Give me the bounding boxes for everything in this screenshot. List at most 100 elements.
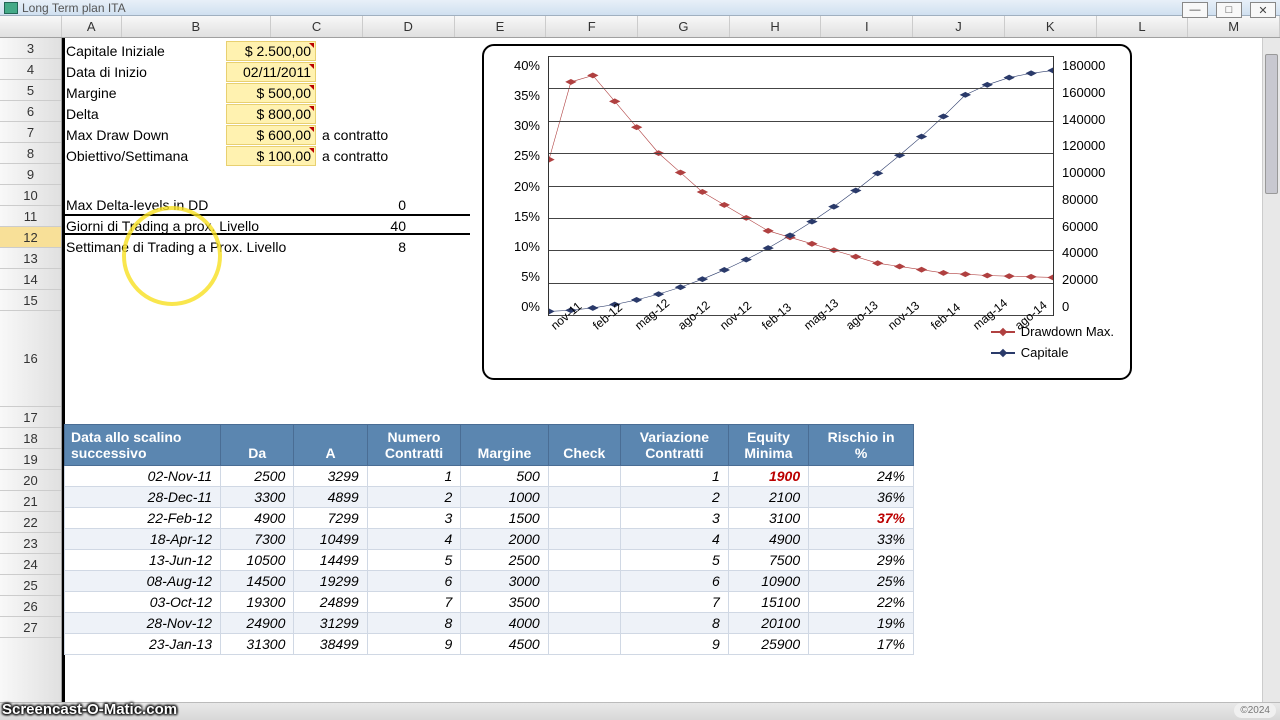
table-header[interactable]: Margine bbox=[461, 425, 548, 466]
table-cell[interactable]: 1000 bbox=[461, 487, 548, 508]
row-header-10[interactable]: 10 bbox=[0, 185, 61, 206]
table-cell[interactable]: 02-Nov-11 bbox=[65, 466, 221, 487]
table-cell[interactable]: 19300 bbox=[221, 592, 294, 613]
column-header-F[interactable]: F bbox=[546, 16, 638, 37]
table-cell[interactable]: 13-Jun-12 bbox=[65, 550, 221, 571]
param-value-cell[interactable]: $ 600,00 bbox=[226, 125, 316, 145]
table-row[interactable]: 02-Nov-112500329915001190024% bbox=[65, 466, 914, 487]
vertical-scrollbar[interactable] bbox=[1262, 38, 1280, 702]
row-header-6[interactable]: 6 bbox=[0, 101, 61, 122]
param-value-cell[interactable]: $ 800,00 bbox=[226, 104, 316, 124]
table-cell[interactable]: 28-Nov-12 bbox=[65, 613, 221, 634]
row-header-25[interactable]: 25 bbox=[0, 575, 61, 596]
row-header-18[interactable]: 18 bbox=[0, 428, 61, 449]
table-cell[interactable]: 2500 bbox=[221, 466, 294, 487]
column-header-J[interactable]: J bbox=[913, 16, 1005, 37]
row-header-3[interactable]: 3 bbox=[0, 38, 61, 59]
table-cell[interactable]: 8 bbox=[367, 613, 461, 634]
row-header-23[interactable]: 23 bbox=[0, 533, 61, 554]
row-header-15[interactable]: 15 bbox=[0, 290, 61, 311]
table-cell[interactable]: 37% bbox=[809, 508, 914, 529]
table-cell[interactable]: 7299 bbox=[294, 508, 367, 529]
table-cell[interactable]: 5 bbox=[620, 550, 728, 571]
table-cell[interactable]: 2 bbox=[367, 487, 461, 508]
calc-value[interactable]: 0 bbox=[376, 197, 406, 213]
table-cell[interactable]: 500 bbox=[461, 466, 548, 487]
table-cell[interactable]: 9 bbox=[620, 634, 728, 655]
table-header[interactable]: EquityMinima bbox=[728, 425, 808, 466]
table-cell[interactable]: 14500 bbox=[221, 571, 294, 592]
column-header-G[interactable]: G bbox=[638, 16, 730, 37]
table-cell[interactable] bbox=[548, 592, 620, 613]
table-cell[interactable]: 10500 bbox=[221, 550, 294, 571]
table-cell[interactable]: 29% bbox=[809, 550, 914, 571]
table-row[interactable]: 13-Jun-121050014499525005750029% bbox=[65, 550, 914, 571]
table-cell[interactable]: 31300 bbox=[221, 634, 294, 655]
table-cell[interactable]: 1 bbox=[620, 466, 728, 487]
column-header-L[interactable]: L bbox=[1097, 16, 1189, 37]
row-header-7[interactable]: 7 bbox=[0, 122, 61, 143]
row-header-17[interactable]: 17 bbox=[0, 407, 61, 428]
data-table[interactable]: Data allo scalinosuccessivoDaANumeroCont… bbox=[64, 424, 914, 655]
column-header-A[interactable]: A bbox=[62, 16, 122, 37]
table-cell[interactable]: 10900 bbox=[728, 571, 808, 592]
column-header-K[interactable]: K bbox=[1005, 16, 1097, 37]
table-row[interactable]: 03-Oct-1219300248997350071510022% bbox=[65, 592, 914, 613]
table-cell[interactable]: 33% bbox=[809, 529, 914, 550]
table-row[interactable]: 22-Feb-1249007299315003310037% bbox=[65, 508, 914, 529]
table-cell[interactable]: 4 bbox=[620, 529, 728, 550]
row-header-9[interactable]: 9 bbox=[0, 164, 61, 185]
table-cell[interactable] bbox=[548, 529, 620, 550]
table-cell[interactable]: 3 bbox=[620, 508, 728, 529]
table-cell[interactable]: 3 bbox=[367, 508, 461, 529]
table-cell[interactable]: 31299 bbox=[294, 613, 367, 634]
table-cell[interactable]: 3300 bbox=[221, 487, 294, 508]
row-header-20[interactable]: 20 bbox=[0, 470, 61, 491]
table-cell[interactable] bbox=[548, 508, 620, 529]
table-cell[interactable]: 4900 bbox=[728, 529, 808, 550]
table-cell[interactable]: 8 bbox=[620, 613, 728, 634]
column-header-H[interactable]: H bbox=[730, 16, 822, 37]
maximize-button[interactable]: □ bbox=[1216, 2, 1242, 18]
table-cell[interactable]: 20100 bbox=[728, 613, 808, 634]
table-cell[interactable]: 10499 bbox=[294, 529, 367, 550]
row-header-5[interactable]: 5 bbox=[0, 80, 61, 101]
table-cell[interactable]: 08-Aug-12 bbox=[65, 571, 221, 592]
table-cell[interactable] bbox=[548, 634, 620, 655]
table-cell[interactable] bbox=[548, 550, 620, 571]
row-header-8[interactable]: 8 bbox=[0, 143, 61, 164]
table-cell[interactable]: 4900 bbox=[221, 508, 294, 529]
table-cell[interactable]: 1 bbox=[367, 466, 461, 487]
table-cell[interactable]: 6 bbox=[620, 571, 728, 592]
table-cell[interactable] bbox=[548, 613, 620, 634]
row-header-24[interactable]: 24 bbox=[0, 554, 61, 575]
table-cell[interactable]: 7 bbox=[620, 592, 728, 613]
table-cell[interactable]: 7 bbox=[367, 592, 461, 613]
table-cell[interactable]: 7300 bbox=[221, 529, 294, 550]
table-cell[interactable]: 17% bbox=[809, 634, 914, 655]
column-header-M[interactable]: M bbox=[1188, 16, 1280, 37]
row-header-16[interactable]: 16 bbox=[0, 311, 61, 407]
param-value-cell[interactable]: $ 500,00 bbox=[226, 83, 316, 103]
table-row[interactable]: 08-Aug-1214500192996300061090025% bbox=[65, 571, 914, 592]
table-header[interactable]: Check bbox=[548, 425, 620, 466]
table-cell[interactable]: 19% bbox=[809, 613, 914, 634]
table-cell[interactable]: 4500 bbox=[461, 634, 548, 655]
table-cell[interactable]: 3000 bbox=[461, 571, 548, 592]
row-header-27[interactable]: 27 bbox=[0, 617, 61, 638]
table-cell[interactable]: 22-Feb-12 bbox=[65, 508, 221, 529]
param-value-cell[interactable]: $ 100,00 bbox=[226, 146, 316, 166]
param-value-cell[interactable]: 02/11/2011 bbox=[226, 62, 316, 82]
table-cell[interactable]: 3100 bbox=[728, 508, 808, 529]
table-cell[interactable]: 1500 bbox=[461, 508, 548, 529]
table-cell[interactable]: 24900 bbox=[221, 613, 294, 634]
table-cell[interactable]: 2000 bbox=[461, 529, 548, 550]
table-cell[interactable]: 4 bbox=[367, 529, 461, 550]
table-cell[interactable]: 23-Jan-13 bbox=[65, 634, 221, 655]
table-cell[interactable]: 4899 bbox=[294, 487, 367, 508]
table-cell[interactable]: 18-Apr-12 bbox=[65, 529, 221, 550]
table-cell[interactable]: 9 bbox=[367, 634, 461, 655]
table-header[interactable]: Data allo scalinosuccessivo bbox=[65, 425, 221, 466]
table-cell[interactable]: 3299 bbox=[294, 466, 367, 487]
scrollbar-thumb[interactable] bbox=[1265, 54, 1278, 194]
